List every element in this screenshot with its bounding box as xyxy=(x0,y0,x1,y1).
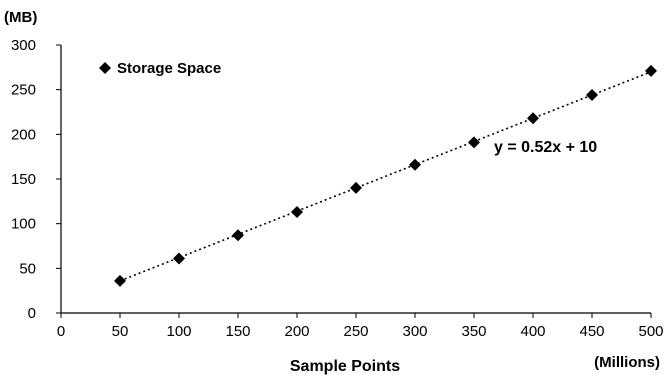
trendline-group xyxy=(119,71,652,282)
data-point xyxy=(586,89,598,102)
x-tick-labels: 0 50 100 150 200 250 300 350 400 450 500 xyxy=(57,313,664,340)
data-points xyxy=(114,64,657,287)
data-point xyxy=(409,158,421,171)
data-point xyxy=(114,274,126,287)
data-point xyxy=(645,64,657,77)
x-tick-label: 500 xyxy=(638,323,663,340)
y-tick-label: 300 xyxy=(11,37,36,54)
legend-label: Storage Space xyxy=(117,60,221,77)
x-tick-label: 350 xyxy=(461,323,486,340)
y-tick-label: 100 xyxy=(11,216,36,233)
x-tick-label: 50 xyxy=(112,323,129,340)
y-tick-labels: 0 50 100 150 200 250 300 xyxy=(11,37,61,322)
data-point xyxy=(350,181,362,194)
trendline xyxy=(119,71,652,282)
x-tick-label: 150 xyxy=(225,323,250,340)
x-tick-label: 450 xyxy=(579,323,604,340)
data-point xyxy=(291,206,303,219)
x-tick-label: 200 xyxy=(284,323,309,340)
y-tick-label: 200 xyxy=(11,126,36,143)
x-unit-label: (Millions) xyxy=(594,354,660,371)
y-tick-label: 150 xyxy=(11,171,36,188)
trendline-equation: y = 0.52x + 10 xyxy=(494,139,597,156)
legend: Storage Space xyxy=(99,60,221,77)
x-tick-label: 250 xyxy=(343,323,368,340)
data-point xyxy=(527,112,539,125)
x-tick-label: 100 xyxy=(166,323,191,340)
data-point xyxy=(173,252,185,265)
y-tick-label: 250 xyxy=(11,82,36,99)
x-tick-label: 400 xyxy=(520,323,545,340)
data-point xyxy=(232,229,244,242)
legend-diamond-icon xyxy=(99,62,111,74)
axes xyxy=(60,45,651,314)
x-tick-label: 0 xyxy=(57,323,65,340)
y-unit-label: (MB) xyxy=(4,9,37,26)
x-axis-title: Sample Points xyxy=(290,358,400,375)
y-tick-label: 50 xyxy=(19,260,36,277)
x-tick-label: 300 xyxy=(402,323,427,340)
y-tick-label: 0 xyxy=(28,305,36,322)
data-point xyxy=(468,136,480,149)
